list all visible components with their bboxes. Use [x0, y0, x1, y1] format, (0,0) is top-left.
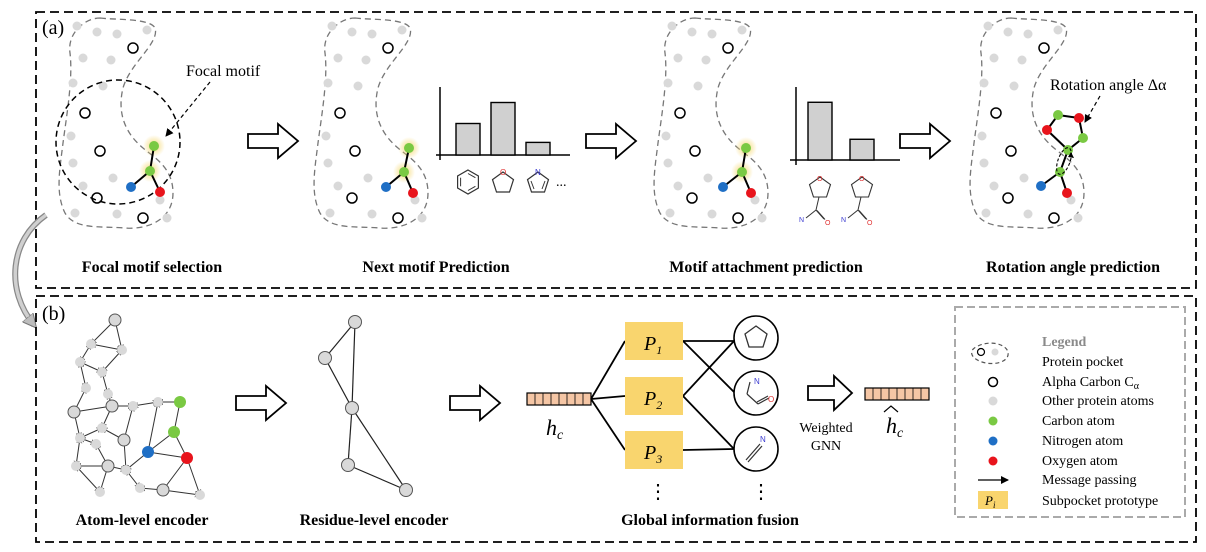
- motif-more-dots: ⋮: [751, 481, 771, 503]
- focal-molecule-2: [381, 137, 420, 198]
- hc-label: hc: [546, 415, 564, 443]
- attachment-bar-chart: O N O O N O: [790, 87, 900, 227]
- svg-text:O: O: [859, 176, 865, 183]
- prototype-p1-label: P1: [643, 333, 662, 357]
- step-arrow-2: [585, 122, 638, 160]
- prototype-p3-label: P3: [643, 442, 662, 466]
- attachment-molecule-b: O N O: [841, 176, 874, 227]
- hc-embedding: [526, 392, 592, 406]
- benzene-motif-icon: [457, 169, 479, 195]
- legend-prototype-symbol: Pi: [978, 491, 1008, 510]
- svg-text:O: O: [825, 220, 831, 227]
- svg-text:O: O: [768, 395, 774, 404]
- legend-prototype: Subpocket prototype: [1042, 494, 1158, 509]
- svg-text:N: N: [799, 217, 804, 224]
- svg-text:O: O: [500, 168, 506, 177]
- fusion-label: Global information fusion: [621, 512, 799, 529]
- focal-pointer-arrow: [165, 81, 211, 137]
- attachment-bar-1: [807, 101, 833, 161]
- legend-title: Legend: [1042, 335, 1087, 350]
- focal-molecule-1: [126, 135, 165, 197]
- encoder-arrow-2: [449, 384, 502, 422]
- legend-message-passing: Message passing: [1042, 473, 1137, 488]
- next-motif-bar-chart: O N ...: [436, 87, 570, 195]
- svg-text:N: N: [760, 435, 766, 444]
- fusion-edges: [590, 340, 735, 451]
- hc-hat-label: hc: [886, 413, 904, 441]
- motif-ellipsis: ...: [556, 175, 567, 190]
- residue-level-graph: [324, 321, 407, 491]
- atom-encoder-label: Atom-level encoder: [76, 512, 209, 529]
- prototype-more-dots: ⋮: [648, 481, 668, 503]
- legend-alpha-carbon-symbol: [987, 376, 999, 388]
- pocket-focal-selection: [58, 17, 174, 229]
- legend-other-atoms-symbol: [988, 396, 998, 406]
- next-motif-bar-2: [490, 101, 516, 156]
- atom-level-nodes: [67, 313, 205, 500]
- pocket-rotation: [969, 17, 1085, 229]
- motif-circle-amide: N O: [733, 370, 779, 416]
- step-arrow-1: [247, 122, 300, 160]
- legend-oxygen: Oxygen atom: [1042, 454, 1118, 469]
- pyrrole-motif-icon: N: [526, 168, 550, 193]
- pocket-attachment: [653, 17, 769, 229]
- thf-motif-icon: O: [491, 168, 515, 193]
- svg-text:O: O: [817, 176, 823, 183]
- next-motif-bar-1: [455, 122, 481, 156]
- legend-nitrogen: Nitrogen atom: [1042, 434, 1123, 449]
- step-label-rotation: Rotation angle prediction: [986, 259, 1160, 276]
- attachment-molecule-a: O N O: [799, 176, 832, 227]
- panel-a-tag: (a): [42, 17, 64, 39]
- prototype-p3: P3: [625, 431, 683, 469]
- motif-circle-imine: N: [733, 426, 779, 472]
- prototype-p2-label: P2: [643, 388, 662, 412]
- weighted-label: Weighted: [799, 421, 852, 436]
- focal-molecule-3: [718, 137, 757, 198]
- legend-carbon-symbol: [988, 416, 998, 426]
- legend-other-atoms: Other protein atoms: [1042, 394, 1154, 409]
- residue-encoder-label: Residue-level encoder: [300, 512, 449, 529]
- rotation-pointer-arrow: [1084, 95, 1101, 123]
- panel-b-tag: (b): [42, 303, 65, 325]
- fusion-arrow: [807, 373, 854, 413]
- prototype-p2: P2: [625, 377, 683, 415]
- svg-text:N: N: [535, 168, 541, 177]
- attachment-bar-2: [849, 138, 875, 161]
- panel-a-frame: [35, 11, 1197, 289]
- motif-circle-thf: [733, 315, 779, 361]
- encoder-arrow-1: [235, 384, 288, 422]
- prototype-p1: P1: [625, 322, 683, 360]
- legend-pocket: Protein pocket: [1042, 355, 1123, 370]
- rotated-molecule: [1036, 110, 1088, 198]
- svg-text:Pi: Pi: [984, 493, 996, 510]
- panel-b-frame: [35, 295, 1197, 543]
- svg-text:N: N: [754, 377, 760, 386]
- step-label-next: Next motif Prediction: [362, 259, 509, 276]
- legend-nitrogen-symbol: [988, 436, 998, 446]
- next-motif-bar-3: [525, 141, 551, 156]
- hc-hat-embedding: [864, 387, 930, 401]
- residue-level-nodes: [318, 315, 413, 497]
- svg-text:O: O: [867, 220, 873, 227]
- focal-circle: [55, 79, 181, 205]
- hat-accent: [883, 405, 899, 413]
- focal-motif-label: Focal motif: [186, 63, 261, 80]
- gnn-label: GNN: [811, 439, 841, 454]
- rotation-angle-label: Rotation angle Δα: [1050, 77, 1167, 94]
- step-label-focal: Focal motif selection: [82, 259, 223, 276]
- step-label-attachment: Motif attachment prediction: [669, 259, 863, 276]
- svg-text:N: N: [841, 217, 846, 224]
- legend-box: [954, 306, 1186, 518]
- legend-oxygen-symbol: [988, 456, 998, 466]
- step-arrow-3: [899, 122, 952, 160]
- legend-pocket-symbol: [971, 342, 1009, 365]
- legend-carbon: Carbon atom: [1042, 414, 1115, 429]
- legend-alpha-carbon: Alpha Carbon Cα: [1042, 375, 1140, 392]
- pocket-next-motif: [313, 17, 429, 229]
